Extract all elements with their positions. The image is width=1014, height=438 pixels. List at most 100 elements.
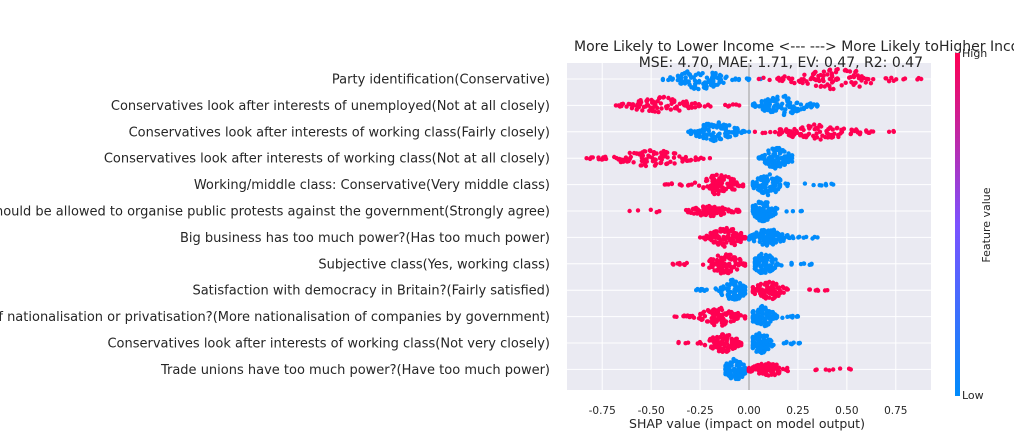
- shap-point: [739, 340, 744, 346]
- shap-point: [643, 163, 649, 169]
- shap-point: [679, 78, 684, 84]
- shap-point: [627, 150, 632, 156]
- shap-point: [786, 75, 791, 81]
- shap-point: [626, 158, 631, 164]
- shap-point: [764, 230, 769, 235]
- shap-point: [780, 315, 785, 320]
- shap-point: [732, 181, 737, 186]
- shap-point: [771, 147, 776, 153]
- shap-point: [775, 180, 780, 185]
- shap-point: [716, 124, 722, 129]
- shap-point: [757, 239, 762, 244]
- shap-point: [750, 288, 756, 293]
- shap-point: [727, 134, 733, 139]
- shap-point: [814, 135, 820, 140]
- shap-point: [809, 261, 814, 266]
- shap-point: [735, 126, 740, 131]
- shap-point: [767, 77, 772, 83]
- shap-point: [711, 134, 716, 140]
- shap-point: [730, 233, 735, 238]
- shap-point: [788, 129, 794, 134]
- shap-point: [835, 76, 840, 81]
- shap-point: [750, 182, 756, 187]
- shap-point: [818, 137, 823, 142]
- shap-point: [767, 102, 772, 107]
- shap-point: [732, 340, 737, 346]
- shap-point: [759, 99, 764, 104]
- shap-point: [732, 240, 737, 245]
- shap-point: [829, 71, 834, 76]
- shap-point: [669, 181, 675, 187]
- shap-point: [723, 207, 728, 212]
- shap-point: [801, 127, 806, 133]
- shap-point: [766, 151, 771, 156]
- shap-point: [754, 181, 759, 186]
- shap-point: [776, 293, 781, 298]
- shap-point: [820, 76, 826, 82]
- shap-point: [640, 108, 645, 113]
- shap-point: [779, 130, 785, 135]
- shap-point: [666, 77, 671, 83]
- shap-point: [813, 126, 819, 131]
- shap-point: [677, 154, 682, 159]
- shap-point: [815, 235, 820, 240]
- shap-point: [818, 84, 823, 89]
- shap-point: [815, 103, 820, 108]
- shap-point: [703, 178, 709, 184]
- shap-point: [790, 110, 795, 116]
- shap-point: [785, 368, 790, 374]
- shap-point: [781, 341, 786, 346]
- shap-point: [835, 125, 840, 131]
- shap-point: [761, 75, 766, 81]
- shap-point: [757, 319, 762, 324]
- shap-point: [853, 69, 858, 75]
- shap-point: [787, 100, 793, 105]
- shap-point: [771, 106, 776, 111]
- shap-point: [763, 130, 768, 135]
- shap-point: [769, 186, 774, 191]
- shap-point: [814, 131, 819, 136]
- shap-point: [720, 174, 725, 179]
- shap-point: [693, 207, 699, 212]
- shap-point: [792, 132, 797, 137]
- shap-point: [720, 188, 725, 193]
- shap-point: [765, 106, 771, 112]
- shap-point: [647, 148, 652, 153]
- shap-point: [693, 105, 698, 110]
- feature-label: Party identification(Conservative): [332, 73, 550, 88]
- shap-point: [763, 372, 769, 377]
- feature-label: Trade unions have too much power?(Have t…: [160, 363, 550, 378]
- shap-point: [758, 365, 764, 370]
- shap-point: [661, 95, 666, 100]
- shap-point: [721, 286, 726, 292]
- shap-point: [731, 265, 736, 270]
- shap-point: [628, 154, 633, 160]
- shap-point: [686, 105, 691, 111]
- shap-point: [714, 287, 719, 292]
- shap-point: [707, 309, 712, 315]
- shap-point: [701, 122, 706, 128]
- shap-point: [670, 261, 675, 266]
- shap-point: [650, 100, 655, 105]
- shap-point: [767, 164, 773, 169]
- shap-point: [728, 269, 734, 274]
- shap-point: [772, 129, 778, 135]
- shap-point: [720, 241, 725, 246]
- shap-point: [644, 99, 650, 104]
- shap-point: [719, 262, 725, 267]
- shap-point: [794, 100, 799, 106]
- chart-title: More Likely to Lower Income <--- ---> Mo…: [574, 39, 1014, 55]
- shap-point: [646, 153, 651, 158]
- shap-point: [760, 107, 765, 112]
- shap-point: [827, 368, 832, 373]
- shap-point: [736, 296, 742, 301]
- shap-point: [847, 69, 853, 74]
- shap-point: [712, 311, 717, 316]
- shap-point: [858, 130, 863, 135]
- shap-point: [761, 368, 766, 374]
- shap-point: [713, 229, 718, 234]
- shap-point: [672, 98, 677, 103]
- shap-point: [677, 260, 682, 266]
- shap-point: [767, 316, 772, 321]
- shap-point: [734, 314, 739, 319]
